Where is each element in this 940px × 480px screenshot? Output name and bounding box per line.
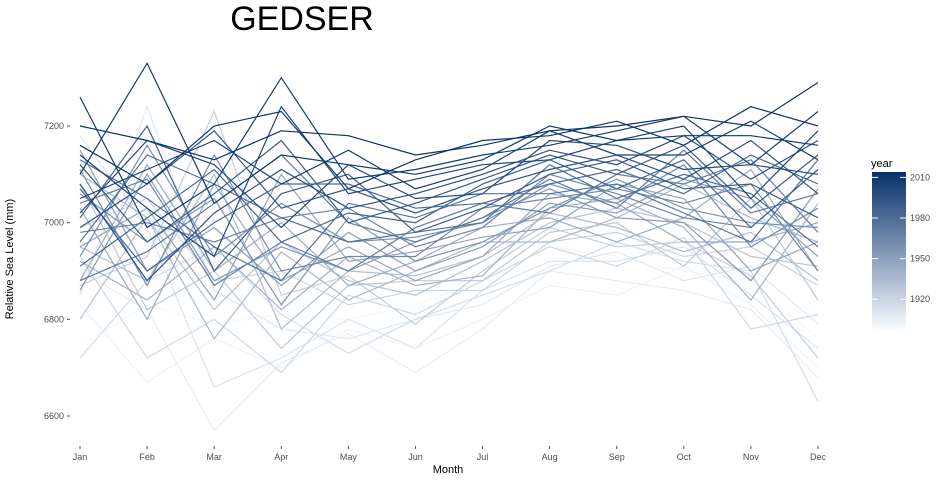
series-line-1981 bbox=[79, 154, 819, 272]
y-tick-label: 6600 bbox=[44, 411, 64, 421]
y-tick-label: 7000 bbox=[44, 218, 64, 228]
y-axis: 6600 6800 7000 7200 bbox=[44, 121, 70, 421]
x-tick-label: Aug bbox=[542, 452, 558, 462]
series-line-2007 bbox=[79, 76, 819, 229]
series-lines bbox=[79, 61, 819, 432]
series-line-1996 bbox=[79, 135, 819, 282]
series-line-1939 bbox=[79, 197, 819, 311]
x-tick-label: Apr bbox=[274, 452, 288, 462]
series-line-1969 bbox=[79, 159, 819, 287]
series-line-2013 bbox=[79, 81, 819, 161]
series-line-1993 bbox=[79, 129, 819, 229]
series-line-1972 bbox=[79, 149, 819, 282]
x-tick-label: Jan bbox=[73, 452, 88, 462]
legend-ticks: 1920 1950 1980 2010 bbox=[872, 172, 930, 304]
x-axis: Jan Feb Mar Apr May Jun Jul Aug Sep Oct Nov Dec bbox=[73, 446, 827, 462]
x-tick-label: May bbox=[340, 452, 358, 462]
legend-title: year bbox=[871, 158, 893, 170]
legend-tick-label: 1950 bbox=[910, 254, 930, 264]
y-tick-label: 7200 bbox=[44, 121, 64, 131]
series-line-1936 bbox=[79, 173, 819, 340]
chart-title: GEDSER bbox=[230, 0, 374, 38]
x-axis-title: Month bbox=[433, 464, 464, 476]
legend-colorbar bbox=[872, 172, 906, 329]
series-line-2005 bbox=[79, 120, 819, 200]
year-legend: year 1920 1950 1980 2010 bbox=[871, 158, 930, 329]
series-line-1987 bbox=[79, 124, 819, 273]
series-line-2002 bbox=[79, 105, 819, 258]
x-tick-label: Jul bbox=[477, 452, 489, 462]
series-line-1930 bbox=[79, 207, 819, 320]
x-tick-label: Sep bbox=[609, 452, 625, 462]
y-tick-label: 6800 bbox=[44, 314, 64, 324]
y-axis-title: Relative Sea Level (mm) bbox=[4, 199, 16, 319]
series-line-1957 bbox=[79, 178, 819, 306]
series-line-1990 bbox=[79, 139, 819, 243]
x-tick-label: Jun bbox=[408, 452, 423, 462]
x-tick-label: Mar bbox=[206, 452, 222, 462]
x-tick-label: Oct bbox=[677, 452, 692, 462]
legend-tick-label: 1920 bbox=[910, 294, 930, 304]
x-tick-label: Feb bbox=[139, 452, 155, 462]
x-tick-label: Nov bbox=[743, 452, 760, 462]
series-line-2009 bbox=[79, 61, 819, 205]
legend-tick-label: 1980 bbox=[910, 213, 930, 223]
series-line-1999 bbox=[79, 139, 819, 229]
series-line-1951 bbox=[79, 149, 819, 287]
series-line-1933 bbox=[79, 173, 819, 330]
series-line-1909 bbox=[79, 104, 819, 340]
series-line-1903 bbox=[79, 265, 819, 383]
series-line-2011 bbox=[79, 106, 819, 190]
series-line-1918 bbox=[79, 236, 819, 374]
series-line-1906 bbox=[79, 270, 819, 432]
x-tick-label: Dec bbox=[810, 452, 827, 462]
series-line-1945 bbox=[79, 182, 819, 321]
series-line-1963 bbox=[79, 153, 819, 287]
legend-tick-label: 2010 bbox=[910, 172, 930, 182]
series-line-1984 bbox=[79, 159, 819, 267]
